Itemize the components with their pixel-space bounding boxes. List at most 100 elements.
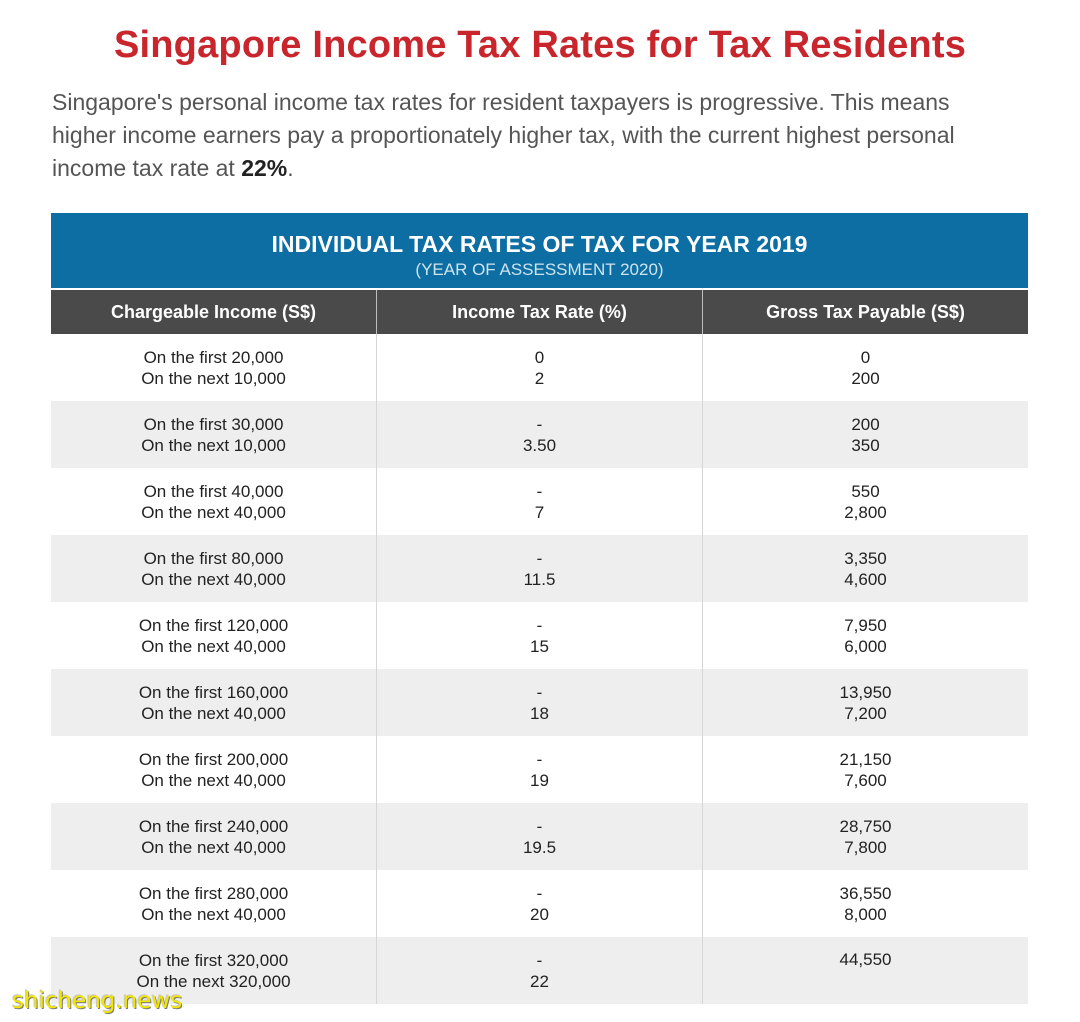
cell-gross-tax-payable-line: 44,550 bbox=[839, 950, 892, 969]
cell-gross-tax-payable-line: 350 bbox=[851, 435, 880, 455]
cell-chargeable-income-line: On the first 30,000 bbox=[143, 414, 284, 434]
cell-income-tax-rate: -11.5 bbox=[377, 535, 703, 602]
table-row: On the first 40,000 On the next 40,000-7 5… bbox=[51, 468, 1028, 535]
cell-income-tax-rate: -19 bbox=[377, 736, 703, 803]
cell-gross-tax-payable: 28,750 7,800 bbox=[703, 803, 1028, 870]
cell-chargeable-income: On the first 40,000 On the next 40,000 bbox=[51, 468, 377, 535]
cell-chargeable-income-line: On the first 20,000 bbox=[143, 347, 284, 367]
cell-gross-tax-payable: 44,550 bbox=[703, 937, 1028, 1004]
cell-chargeable-income-line: On the first 40,000 bbox=[143, 481, 284, 501]
cell-income-tax-rate-line: 19.5 bbox=[522, 837, 557, 857]
cell-gross-tax-payable: 200 350 bbox=[703, 401, 1028, 468]
cell-income-tax-rate-line: 18 bbox=[530, 703, 549, 723]
cell-chargeable-income-line: On the next 40,000 bbox=[141, 770, 286, 790]
cell-income-tax-rate-line: 2 bbox=[534, 368, 545, 388]
table-title: INDIVIDUAL TAX RATES OF TAX FOR YEAR 201… bbox=[271, 231, 808, 257]
table-row: On the first 320,000 On the next 320,000-… bbox=[51, 937, 1028, 1004]
cell-income-tax-rate-line: 7 bbox=[534, 502, 545, 522]
intro-line-3-text: income tax rate at bbox=[52, 155, 242, 181]
cell-gross-tax-payable-line: 7,200 bbox=[844, 703, 887, 723]
cell-income-tax-rate: -18 bbox=[377, 669, 703, 736]
cell-income-tax-rate-line: 20 bbox=[530, 904, 549, 924]
cell-chargeable-income-line: On the first 320,000 bbox=[138, 950, 289, 970]
cell-gross-tax-payable: 3,350 4,600 bbox=[703, 535, 1028, 602]
header-chargeable-income: Chargeable Income (S$) bbox=[51, 290, 377, 334]
cell-income-tax-rate: -3.50 bbox=[377, 401, 703, 468]
cell-chargeable-income: On the first 240,000 On the next 40,000 bbox=[51, 803, 377, 870]
cell-income-tax-rate: -19.5 bbox=[377, 803, 703, 870]
cell-chargeable-income: On the first 280,000 On the next 40,000 bbox=[51, 870, 377, 937]
cell-chargeable-income-line: On the next 40,000 bbox=[141, 703, 286, 723]
cell-gross-tax-payable: 550 2,800 bbox=[703, 468, 1028, 535]
cell-gross-tax-payable: 36,550 8,000 bbox=[703, 870, 1028, 937]
highest-rate-value: 22% bbox=[241, 155, 288, 181]
cell-gross-tax-payable-line: 7,600 bbox=[844, 770, 887, 790]
cell-chargeable-income: On the first 20,000 On the next 10,000 bbox=[51, 334, 377, 401]
cell-chargeable-income-line: On the next 40,000 bbox=[141, 636, 286, 656]
cell-gross-tax-payable-line: 7,950 bbox=[844, 615, 887, 635]
cell-chargeable-income-line: On the next 40,000 bbox=[141, 569, 286, 589]
cell-chargeable-income-line: On the first 240,000 bbox=[138, 816, 289, 836]
cell-income-tax-rate: -20 bbox=[377, 870, 703, 937]
table-header-row: Chargeable Income (S$) Income Tax Rate (… bbox=[51, 290, 1028, 334]
cell-gross-tax-payable-line: 6,000 bbox=[844, 636, 887, 656]
intro-paragraph: Singapore's personal income tax rates fo… bbox=[52, 86, 1042, 185]
intro-line-2: higher income earners pay a proportionat… bbox=[52, 122, 955, 148]
cell-chargeable-income: On the first 80,000 On the next 40,000 bbox=[51, 535, 377, 602]
table-row: On the first 160,000 On the next 40,000-1… bbox=[51, 669, 1028, 736]
table-row: On the first 80,000 On the next 40,000-11… bbox=[51, 535, 1028, 602]
table-subtitle: (YEAR OF ASSESSMENT 2020) bbox=[415, 260, 664, 279]
tax-rates-table: INDIVIDUAL TAX RATES OF TAX FOR YEAR 201… bbox=[51, 213, 1028, 1004]
cell-income-tax-rate-line: - bbox=[536, 548, 543, 568]
cell-gross-tax-payable-line: 13,950 bbox=[839, 682, 892, 702]
table-row: On the first 280,000 On the next 40,000-2… bbox=[51, 870, 1028, 937]
cell-gross-tax-payable: 0 200 bbox=[703, 334, 1028, 401]
table-row: On the first 200,000 On the next 40,000-1… bbox=[51, 736, 1028, 803]
cell-income-tax-rate: -22 bbox=[377, 937, 703, 1004]
cell-income-tax-rate-line: - bbox=[536, 749, 543, 769]
watermark: shicheng.news bbox=[12, 988, 183, 1014]
cell-gross-tax-payable-line: 200 bbox=[851, 368, 880, 388]
cell-chargeable-income-line: On the next 10,000 bbox=[141, 435, 286, 455]
cell-chargeable-income: On the first 320,000 On the next 320,000 bbox=[51, 937, 377, 1004]
table-row: On the first 240,000 On the next 40,000-1… bbox=[51, 803, 1028, 870]
cell-income-tax-rate-line: - bbox=[536, 816, 543, 836]
cell-chargeable-income-line: On the first 80,000 bbox=[143, 548, 284, 568]
header-income-tax-rate: Income Tax Rate (%) bbox=[377, 290, 703, 334]
cell-income-tax-rate-line: 22 bbox=[530, 971, 549, 991]
cell-gross-tax-payable-line: 550 bbox=[851, 481, 880, 501]
cell-gross-tax-payable-line: 28,750 bbox=[839, 816, 892, 836]
intro-line-1: Singapore's personal income tax rates fo… bbox=[52, 89, 950, 115]
cell-chargeable-income: On the first 160,000 On the next 40,000 bbox=[51, 669, 377, 736]
cell-gross-tax-payable-line: 4,600 bbox=[844, 569, 887, 589]
cell-income-tax-rate: -7 bbox=[377, 468, 703, 535]
cell-gross-tax-payable-line: 8,000 bbox=[844, 904, 887, 924]
cell-income-tax-rate-line: 0 bbox=[534, 347, 545, 367]
cell-chargeable-income: On the first 200,000 On the next 40,000 bbox=[51, 736, 377, 803]
cell-gross-tax-payable-line: 3,350 bbox=[844, 548, 887, 568]
table-banner: INDIVIDUAL TAX RATES OF TAX FOR YEAR 201… bbox=[51, 213, 1028, 290]
cell-income-tax-rate-line: 15 bbox=[530, 636, 549, 656]
cell-gross-tax-payable-line: 7,800 bbox=[844, 837, 887, 857]
cell-gross-tax-payable: 7,950 6,000 bbox=[703, 602, 1028, 669]
cell-chargeable-income-line: On the first 200,000 bbox=[138, 749, 289, 769]
cell-income-tax-rate-line: 11.5 bbox=[523, 569, 556, 589]
cell-chargeable-income-line: On the next 320,000 bbox=[136, 971, 291, 991]
cell-income-tax-rate-line: - bbox=[536, 414, 543, 434]
cell-gross-tax-payable-line: 0 bbox=[860, 347, 871, 367]
cell-income-tax-rate-line: - bbox=[536, 682, 543, 702]
cell-chargeable-income-line: On the first 120,000 bbox=[138, 615, 289, 635]
cell-gross-tax-payable: 21,150 7,600 bbox=[703, 736, 1028, 803]
cell-chargeable-income-line: On the next 10,000 bbox=[141, 368, 286, 388]
table-row: On the first 30,000 On the next 10,000 -3.… bbox=[51, 401, 1028, 468]
cell-chargeable-income-line: On the next 40,000 bbox=[141, 837, 286, 857]
table-body: On the first 20,000 On the next 10,000 0 2 0… bbox=[51, 334, 1028, 1004]
cell-gross-tax-payable-line: 200 bbox=[851, 414, 880, 434]
cell-income-tax-rate-line: - bbox=[536, 481, 543, 501]
table-row: On the first 120,000 On the next 40,000-1… bbox=[51, 602, 1028, 669]
page-title: Singapore Income Tax Rates for Tax Resid… bbox=[113, 24, 967, 66]
cell-gross-tax-payable-line: 36,550 bbox=[839, 883, 892, 903]
cell-gross-tax-payable-line: 2,800 bbox=[844, 502, 887, 522]
cell-chargeable-income-line: On the next 40,000 bbox=[141, 904, 286, 924]
